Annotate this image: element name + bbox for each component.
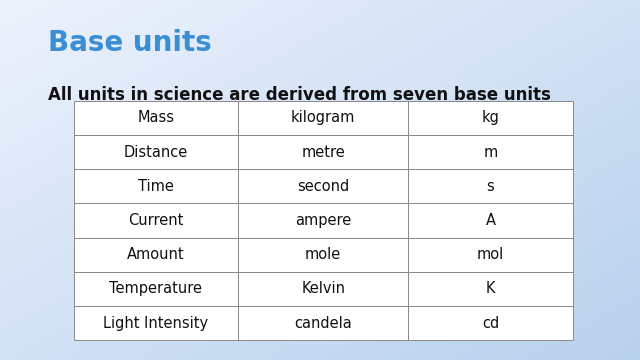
Text: Base units: Base units (48, 29, 212, 57)
Bar (74, 101, 238, 135)
Bar (238, 238, 408, 272)
Bar (238, 101, 408, 135)
Bar (74, 306, 238, 340)
Text: Current: Current (128, 213, 184, 228)
Bar (408, 101, 573, 135)
Text: Mass: Mass (138, 111, 175, 125)
Bar (238, 169, 408, 203)
Text: K: K (486, 282, 495, 296)
Bar (74, 272, 238, 306)
Text: second: second (297, 179, 349, 194)
Text: metre: metre (301, 145, 345, 159)
Bar (74, 135, 238, 169)
Text: Amount: Amount (127, 247, 185, 262)
Bar (408, 272, 573, 306)
Bar (74, 238, 238, 272)
Text: kilogram: kilogram (291, 111, 355, 125)
Text: Light Intensity: Light Intensity (104, 316, 209, 330)
Bar (408, 238, 573, 272)
Text: Kelvin: Kelvin (301, 282, 345, 296)
Text: candela: candela (294, 316, 352, 330)
Text: ampere: ampere (295, 213, 351, 228)
Text: kg: kg (481, 111, 499, 125)
Bar (238, 306, 408, 340)
Bar (408, 135, 573, 169)
Bar (74, 169, 238, 203)
Text: All units in science are derived from seven base units: All units in science are derived from se… (48, 86, 551, 104)
Bar (238, 272, 408, 306)
Bar (74, 203, 238, 238)
Text: mol: mol (477, 247, 504, 262)
Bar (408, 306, 573, 340)
Text: s: s (486, 179, 494, 194)
Text: A: A (485, 213, 495, 228)
Text: Distance: Distance (124, 145, 188, 159)
Text: Temperature: Temperature (109, 282, 202, 296)
Text: cd: cd (482, 316, 499, 330)
Bar (238, 203, 408, 238)
Bar (408, 169, 573, 203)
Text: mole: mole (305, 247, 341, 262)
Text: m: m (483, 145, 497, 159)
Text: Time: Time (138, 179, 174, 194)
Bar (238, 135, 408, 169)
Bar (408, 203, 573, 238)
